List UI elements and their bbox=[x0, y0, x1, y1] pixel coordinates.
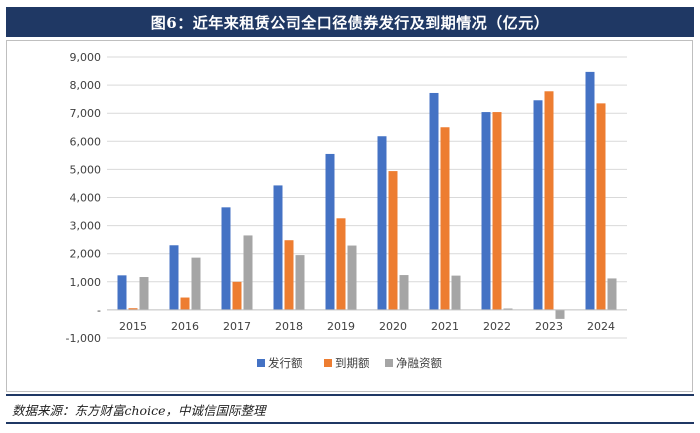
bar-发行额 bbox=[169, 245, 179, 310]
x-tick-label: 2022 bbox=[483, 320, 511, 333]
bar-净融资额 bbox=[607, 278, 617, 310]
bar-到期额 bbox=[180, 297, 190, 310]
source-text: 数据来源：东方财富choice，中诚信国际整理 bbox=[12, 402, 266, 418]
y-tick-label: 4,000 bbox=[70, 192, 102, 205]
source-note: 数据来源：东方财富choice，中诚信国际整理 bbox=[6, 394, 694, 424]
x-tick-label: 2021 bbox=[431, 320, 459, 333]
bar-发行额 bbox=[377, 136, 387, 310]
bar-净融资额 bbox=[295, 255, 305, 310]
legend-swatch bbox=[385, 359, 393, 367]
bar-净融资额 bbox=[243, 235, 253, 310]
bar-发行额 bbox=[325, 153, 335, 310]
bar-到期额 bbox=[440, 127, 450, 310]
legend-label: 净融资额 bbox=[396, 356, 442, 370]
legend-swatch bbox=[324, 359, 332, 367]
x-tick-label: 2024 bbox=[587, 320, 615, 333]
y-tick-label: 9,000 bbox=[70, 51, 102, 64]
bar-发行额 bbox=[273, 185, 283, 310]
legend-label: 发行额 bbox=[268, 356, 303, 370]
bar-到期额 bbox=[388, 171, 398, 310]
x-tick-label: 2015 bbox=[119, 320, 147, 333]
y-tick-label: 1,000 bbox=[70, 276, 102, 289]
bar-到期额 bbox=[596, 103, 606, 310]
bar-发行额 bbox=[481, 112, 491, 310]
legend-swatch bbox=[257, 359, 265, 367]
bar-净融资额 bbox=[555, 309, 565, 319]
bar-到期额 bbox=[336, 218, 346, 310]
bar-净融资额 bbox=[191, 257, 201, 310]
bar-净融资额 bbox=[347, 245, 357, 310]
y-tick-label: 2,000 bbox=[70, 248, 102, 261]
y-tick-label: 5,000 bbox=[70, 163, 102, 176]
y-tick-label: -1,000 bbox=[66, 332, 101, 345]
x-tick-label: 2020 bbox=[379, 320, 407, 333]
y-tick-label: 3,000 bbox=[70, 220, 102, 233]
bar-发行额 bbox=[429, 92, 439, 310]
bar-净融资额 bbox=[451, 275, 461, 310]
bar-发行额 bbox=[117, 275, 127, 310]
bar-发行额 bbox=[585, 71, 595, 310]
bar-到期额 bbox=[232, 281, 242, 310]
bar-净融资额 bbox=[399, 275, 409, 310]
x-tick-label: 2019 bbox=[327, 320, 355, 333]
bar-净融资额 bbox=[503, 308, 513, 310]
y-tick-label: - bbox=[97, 304, 101, 317]
x-tick-label: 2023 bbox=[535, 320, 563, 333]
y-tick-label: 7,000 bbox=[70, 107, 102, 120]
bar-净融资额 bbox=[139, 277, 149, 310]
bar-到期额 bbox=[284, 240, 294, 310]
legend-label: 到期额 bbox=[335, 356, 370, 370]
bar-到期额 bbox=[128, 308, 138, 310]
x-tick-label: 2016 bbox=[171, 320, 199, 333]
y-tick-label: 8,000 bbox=[70, 79, 102, 92]
bar-发行额 bbox=[533, 100, 543, 310]
bar-到期额 bbox=[544, 91, 554, 310]
chart-title: 图6：近年来租赁公司全口径债券发行及到期情况（亿元） bbox=[150, 13, 550, 32]
y-tick-label: 6,000 bbox=[70, 135, 102, 148]
x-tick-label: 2017 bbox=[223, 320, 251, 333]
chart-frame: 9,000 8,000 7,000 6,000 5,000 4,000 3,000 2,000… bbox=[6, 40, 693, 392]
chart-title-bar: 图6：近年来租赁公司全口径债券发行及到期情况（亿元） bbox=[6, 7, 694, 37]
bar-到期额 bbox=[492, 112, 502, 310]
bar-chart: 9,000 8,000 7,000 6,000 5,000 4,000 3,000 2,000… bbox=[66, 51, 627, 370]
bar-发行额 bbox=[221, 207, 231, 310]
x-tick-label: 2018 bbox=[275, 320, 303, 333]
